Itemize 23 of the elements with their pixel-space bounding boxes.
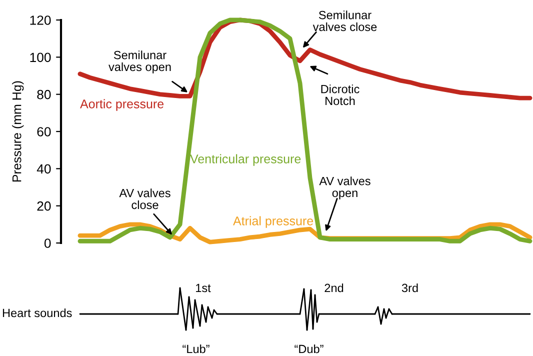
series-label: Atrial pressure xyxy=(233,216,314,228)
annotation: AV valves open xyxy=(319,176,370,200)
series-label: Ventricular pressure xyxy=(190,154,301,166)
text: 2nd xyxy=(324,283,344,292)
annotation: Semilunar valves close xyxy=(312,10,377,32)
y-tick-label: 120 xyxy=(30,16,51,25)
text: Heart sounds xyxy=(2,308,72,318)
annotation: AV valves close xyxy=(119,188,170,210)
y-tick-label: 0 xyxy=(44,238,51,248)
y-tick-label: 80 xyxy=(37,90,51,100)
text: 3rd xyxy=(402,283,418,292)
annotation: Dicrotic Notch xyxy=(321,84,360,106)
y-tick-label: 20 xyxy=(37,201,51,211)
y-tick-label: 100 xyxy=(30,52,51,62)
text: “Dub” xyxy=(294,344,324,354)
annotation: Semilunar valves open xyxy=(108,50,171,74)
y-tick-label: 40 xyxy=(36,164,51,174)
y-tick-label: 60 xyxy=(37,127,51,136)
series-label: Aortic pressure xyxy=(80,99,164,111)
line-series xyxy=(78,18,532,244)
text: “Lub” xyxy=(182,344,210,354)
y-axis-title: Pressure (mm Hg) xyxy=(12,81,24,182)
text: 1st xyxy=(196,284,211,292)
